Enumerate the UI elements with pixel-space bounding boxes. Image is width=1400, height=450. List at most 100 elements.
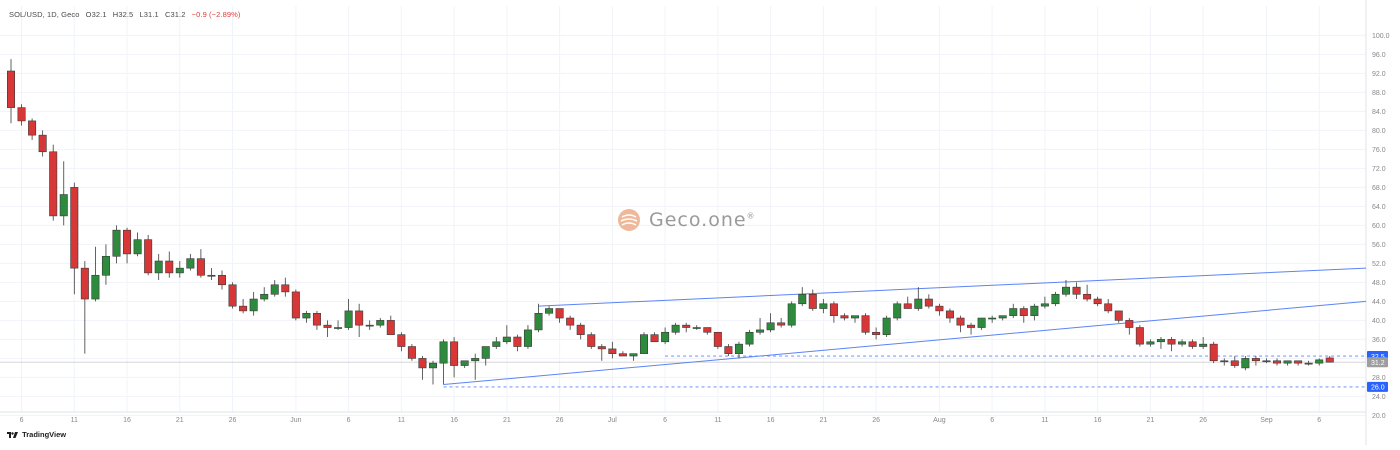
candle[interactable] <box>471 358 480 362</box>
candle[interactable] <box>112 229 121 257</box>
candle[interactable] <box>1125 320 1134 328</box>
candle[interactable] <box>935 305 944 312</box>
candle[interactable] <box>291 291 300 319</box>
candle[interactable] <box>661 331 670 343</box>
candle[interactable] <box>207 274 216 277</box>
candle[interactable] <box>713 331 722 347</box>
candle[interactable] <box>1241 358 1250 369</box>
candle[interactable] <box>1167 339 1176 345</box>
candle[interactable] <box>323 324 332 328</box>
candle[interactable] <box>49 151 58 217</box>
candle[interactable] <box>492 341 501 347</box>
candle[interactable] <box>481 346 490 359</box>
candle[interactable] <box>1009 308 1018 316</box>
candle[interactable] <box>196 258 205 276</box>
candle[interactable] <box>144 239 153 274</box>
candle[interactable] <box>1262 360 1271 363</box>
candle[interactable] <box>175 267 184 274</box>
candle[interactable] <box>407 346 416 359</box>
candle[interactable] <box>70 187 79 269</box>
candle[interactable] <box>819 303 828 309</box>
candle[interactable] <box>249 298 258 312</box>
candle[interactable] <box>1294 360 1303 364</box>
candle[interactable] <box>312 312 321 326</box>
candle[interactable] <box>998 315 1007 319</box>
candle[interactable] <box>703 327 712 333</box>
candle[interactable] <box>80 267 89 300</box>
candle[interactable] <box>228 284 237 307</box>
candle[interactable] <box>618 353 627 357</box>
candle[interactable] <box>861 315 870 333</box>
candle[interactable] <box>218 274 227 286</box>
candle[interactable] <box>502 336 511 343</box>
candle[interactable] <box>397 334 406 347</box>
candle[interactable] <box>59 194 68 217</box>
tradingview-brand[interactable]: TradingView <box>7 430 66 439</box>
candle[interactable] <box>386 320 395 335</box>
candle[interactable] <box>133 239 142 255</box>
candle[interactable] <box>1178 341 1187 345</box>
candle[interactable] <box>1273 360 1282 364</box>
candle[interactable] <box>587 334 596 347</box>
candle[interactable] <box>850 315 859 319</box>
candle[interactable] <box>91 274 100 300</box>
candle[interactable] <box>734 343 743 354</box>
trendline[interactable] <box>443 300 1367 386</box>
candle[interactable] <box>1135 327 1144 345</box>
candle[interactable] <box>724 346 733 354</box>
candle[interactable] <box>38 134 47 153</box>
candle[interactable] <box>576 324 585 335</box>
candle[interactable] <box>924 298 933 307</box>
candle[interactable] <box>534 312 543 331</box>
candle[interactable] <box>1220 360 1229 363</box>
candle[interactable] <box>545 308 554 314</box>
candle[interactable] <box>439 341 448 364</box>
candle[interactable] <box>1019 308 1028 316</box>
candle[interactable] <box>355 310 364 326</box>
candle[interactable] <box>365 324 374 327</box>
trendline[interactable] <box>538 267 1367 307</box>
candle[interactable] <box>17 107 26 122</box>
candle[interactable] <box>1093 298 1102 305</box>
candle[interactable] <box>988 317 997 320</box>
candle[interactable] <box>334 327 343 329</box>
candle[interactable] <box>903 303 912 309</box>
candle[interactable] <box>1209 343 1218 362</box>
candle[interactable] <box>1325 357 1334 363</box>
candle[interactable] <box>428 362 437 369</box>
candle[interactable] <box>1315 359 1324 364</box>
candle[interactable] <box>460 360 469 366</box>
candle[interactable] <box>555 308 564 319</box>
candle[interactable] <box>239 305 248 312</box>
candle[interactable] <box>523 329 532 347</box>
candle[interactable] <box>671 324 680 333</box>
candle[interactable] <box>1230 360 1239 366</box>
candle[interactable] <box>629 353 638 357</box>
candle[interactable] <box>302 312 311 319</box>
candle[interactable] <box>1146 341 1155 345</box>
candle[interactable] <box>945 310 954 319</box>
candle[interactable] <box>154 260 163 274</box>
candle[interactable] <box>798 293 807 305</box>
candle[interactable] <box>882 317 891 335</box>
candle[interactable] <box>840 315 849 319</box>
candle[interactable] <box>1051 293 1060 305</box>
candle[interactable] <box>967 324 976 328</box>
candle[interactable] <box>872 331 881 335</box>
candle[interactable] <box>1104 303 1113 312</box>
candle[interactable] <box>418 358 427 369</box>
candle[interactable] <box>692 327 701 329</box>
candle[interactable] <box>270 284 279 295</box>
candle[interactable] <box>650 334 659 343</box>
candle[interactable] <box>1030 305 1039 316</box>
candle[interactable] <box>766 322 775 331</box>
candle[interactable] <box>639 334 648 354</box>
candle[interactable] <box>597 346 606 350</box>
candle[interactable] <box>513 336 522 347</box>
candle[interactable] <box>956 317 965 326</box>
candle[interactable] <box>1062 286 1071 295</box>
candle[interactable] <box>1188 341 1197 347</box>
candle[interactable] <box>186 258 195 269</box>
symbol-title[interactable]: SOL/USD, 1D, Geco <box>9 10 80 19</box>
